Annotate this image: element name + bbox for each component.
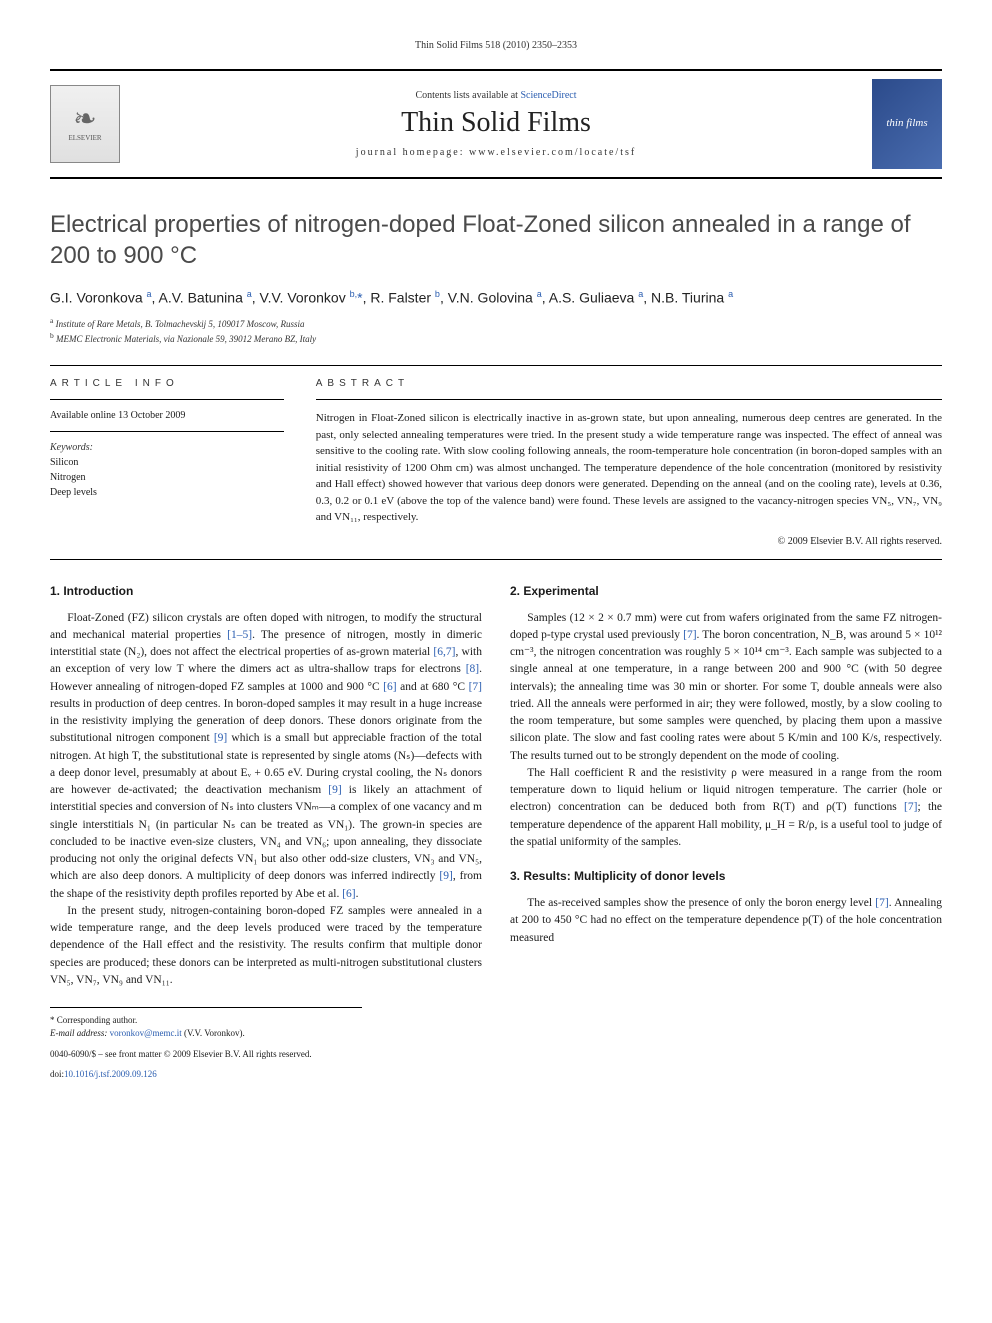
affiliation-a: a Institute of Rare Metals, B. Tolmachev… <box>50 316 942 331</box>
ref-link[interactable]: [8] <box>466 663 479 675</box>
results-paragraph-1: The as-received samples show the presenc… <box>510 895 942 947</box>
homepage-prefix: journal homepage: <box>356 147 469 158</box>
meta-divider <box>50 431 284 432</box>
author-2: A.V. Batunina <box>159 290 243 306</box>
affil-link-a[interactable]: a <box>537 289 542 299</box>
email-author-name: (V.V. Voronkov). <box>182 1028 245 1038</box>
affil-link-b[interactable]: b <box>435 289 440 299</box>
ref-link[interactable]: [9] <box>214 732 227 744</box>
header-center: Contents lists available at ScienceDirec… <box>120 90 872 158</box>
ref-link[interactable]: [9] <box>328 784 341 796</box>
experimental-paragraph-1: Samples (12 × 2 × 0.7 mm) were cut from … <box>510 610 942 765</box>
ref-link[interactable]: [1–5] <box>227 629 252 641</box>
article-info-label: ARTICLE INFO <box>50 378 284 389</box>
email-label: E-mail address: <box>50 1028 110 1038</box>
author-6: A.S. Guliaeva <box>549 290 635 306</box>
doi-line: doi:10.1016/j.tsf.2009.09.126 <box>50 1069 942 1079</box>
abstract-text: Nitrogen in Float-Zoned silicon is elect… <box>316 410 942 526</box>
article-info-panel: ARTICLE INFO Available online 13 October… <box>50 366 300 559</box>
affiliations: a Institute of Rare Metals, B. Tolmachev… <box>50 316 942 345</box>
affil-link-a[interactable]: a <box>638 289 643 299</box>
affil-link-b[interactable]: b, <box>350 289 358 299</box>
footnote-separator <box>50 1007 362 1008</box>
email-link[interactable]: voronkov@memc.it <box>110 1028 182 1038</box>
sciencedirect-link[interactable]: ScienceDirect <box>520 90 576 101</box>
author-7: N.B. Tiurina <box>651 290 724 306</box>
ref-link[interactable]: [6] <box>383 681 396 693</box>
abstract-copyright: © 2009 Elsevier B.V. All rights reserved… <box>316 536 942 547</box>
journal-header-box: ❧ ELSEVIER Contents lists available at S… <box>50 69 942 179</box>
corr-author-label: * Corresponding author. <box>50 1014 942 1027</box>
keyword-item: Nitrogen <box>50 470 284 485</box>
doi-link[interactable]: 10.1016/j.tsf.2009.09.126 <box>64 1069 157 1079</box>
affil-link-a[interactable]: a <box>728 289 733 299</box>
intro-paragraph-1: Float-Zoned (FZ) silicon crystals are of… <box>50 610 482 903</box>
article-title: Electrical properties of nitrogen-doped … <box>50 209 942 271</box>
ref-link[interactable]: [9] <box>439 870 452 882</box>
ref-link[interactable]: [7] <box>875 897 888 909</box>
section-heading-introduction: 1. Introduction <box>50 582 482 600</box>
ref-link[interactable]: [7] <box>469 681 482 693</box>
journal-citation: Thin Solid Films 518 (2010) 2350–2353 <box>50 40 942 51</box>
authors-line: G.I. Voronkova a, A.V. Batunina a, V.V. … <box>50 289 942 306</box>
author-1: G.I. Voronkova <box>50 290 143 306</box>
contents-available-line: Contents lists available at ScienceDirec… <box>120 90 872 101</box>
author-4: R. Falster <box>370 290 431 306</box>
publisher-label: ELSEVIER <box>68 134 101 142</box>
ref-link[interactable]: [6,7] <box>433 646 455 658</box>
journal-homepage-line: journal homepage: www.elsevier.com/locat… <box>120 147 872 158</box>
ref-link[interactable]: [7] <box>904 801 917 813</box>
section-heading-results: 3. Results: Multiplicity of donor levels <box>510 867 942 885</box>
contents-prefix: Contents lists available at <box>415 90 520 101</box>
homepage-url: www.elsevier.com/locate/tsf <box>469 147 636 158</box>
corresponding-author-footnote: * Corresponding author. E-mail address: … <box>50 1014 942 1039</box>
affiliation-b: b MEMC Electronic Materials, via Naziona… <box>50 331 942 346</box>
author-3: V.V. Voronkov <box>260 290 346 306</box>
keywords-label: Keywords: <box>50 442 284 453</box>
corresponding-author-link[interactable]: * <box>357 290 362 306</box>
journal-cover-thumbnail: thin films <box>872 79 942 169</box>
elsevier-tree-icon: ❧ <box>73 106 96 134</box>
author-5: V.N. Golovina <box>448 290 533 306</box>
keyword-item: Silicon <box>50 455 284 470</box>
intro-paragraph-2: In the present study, nitrogen-containin… <box>50 903 482 989</box>
abstract-label: ABSTRACT <box>316 378 942 389</box>
journal-name: Thin Solid Films <box>120 107 872 139</box>
ref-link[interactable]: [6] <box>342 888 355 900</box>
section-heading-experimental: 2. Experimental <box>510 582 942 600</box>
abstract-panel: ABSTRACT Nitrogen in Float-Zoned silicon… <box>300 366 942 559</box>
keywords-list: Silicon Nitrogen Deep levels <box>50 455 284 500</box>
publisher-logo: ❧ ELSEVIER <box>50 85 120 163</box>
article-meta-box: ARTICLE INFO Available online 13 October… <box>50 365 942 560</box>
affil-link-a[interactable]: a <box>147 289 152 299</box>
experimental-paragraph-2: The Hall coefficient R and the resistivi… <box>510 765 942 851</box>
keyword-item: Deep levels <box>50 485 284 500</box>
available-online-date: Available online 13 October 2009 <box>50 410 284 421</box>
doi-prefix: doi: <box>50 1069 64 1079</box>
issn-copyright-line: 0040-6090/$ – see front matter © 2009 El… <box>50 1049 942 1059</box>
ref-link[interactable]: [7] <box>683 629 696 641</box>
meta-divider <box>50 399 284 400</box>
article-body: 1. Introduction Float-Zoned (FZ) silicon… <box>50 582 942 990</box>
affil-link-a[interactable]: a <box>247 289 252 299</box>
meta-divider <box>316 399 942 400</box>
